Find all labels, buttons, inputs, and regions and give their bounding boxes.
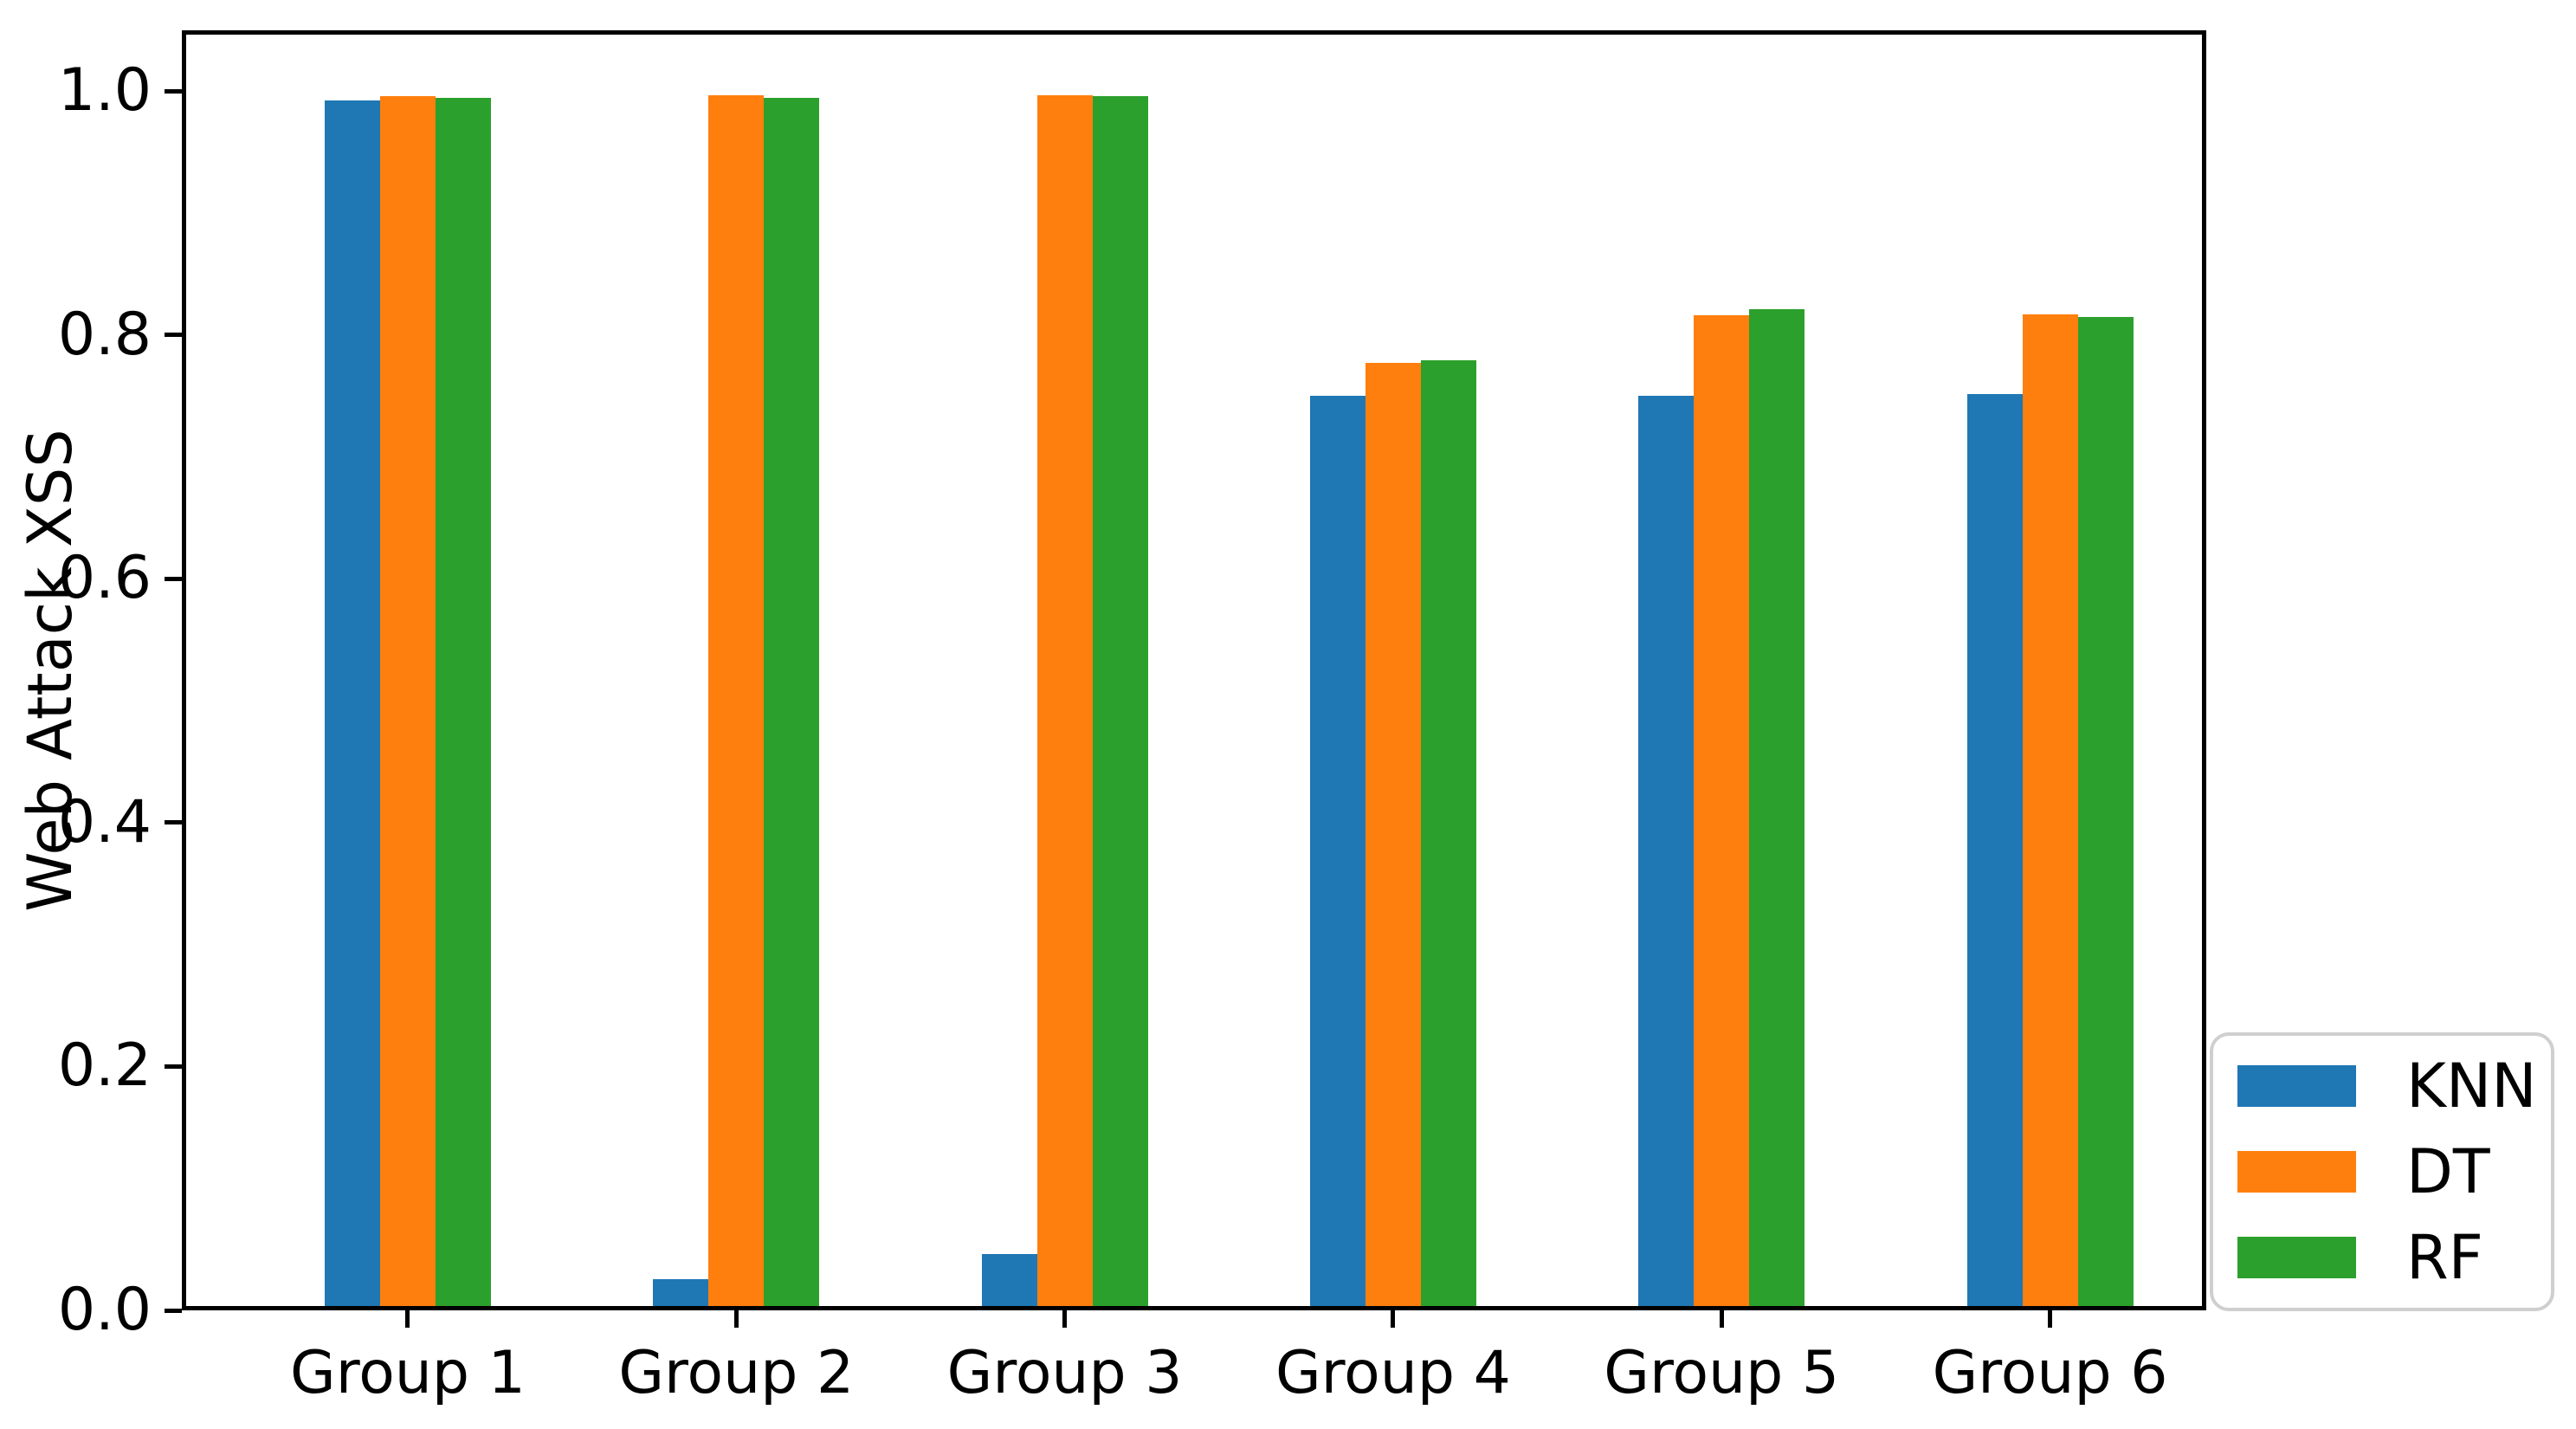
bar-rf-group-5 [1749, 309, 1805, 1306]
y-tick-label: 0.6 [57, 544, 152, 613]
legend-item-dt: DT [2237, 1141, 2542, 1202]
bar-knn-group-5 [1638, 395, 1695, 1306]
x-tick-mark [2048, 1310, 2053, 1328]
x-tick-label-group-6: Group 6 [1932, 1339, 2168, 1407]
x-tick-mark [1391, 1310, 1396, 1328]
bar-knn-group-1 [324, 100, 380, 1306]
x-tick-mark [405, 1310, 410, 1328]
bar-rf-group-4 [1420, 360, 1476, 1306]
legend-swatch-dt [2237, 1150, 2356, 1193]
bar-knn-group-4 [1309, 395, 1365, 1306]
bar-dt-group-4 [1365, 362, 1421, 1306]
plot-area [182, 30, 2206, 1310]
legend-item-knn: KNN [2237, 1056, 2542, 1116]
x-tick-mark [733, 1310, 739, 1328]
bar-dt-group-1 [379, 96, 436, 1306]
bar-knn-group-3 [981, 1253, 1037, 1306]
legend-label-dt: DT [2406, 1135, 2490, 1207]
legend-item-rf: RF [2237, 1227, 2542, 1288]
y-tick-mark [165, 1308, 182, 1313]
bar-knn-group-6 [1966, 394, 2023, 1306]
x-tick-label-group-4: Group 4 [1275, 1339, 1511, 1407]
bar-rf-group-6 [2077, 316, 2134, 1306]
x-tick-label-group-3: Group 3 [946, 1339, 1183, 1407]
y-tick-label: 1.0 [57, 56, 152, 126]
y-tick-mark [165, 576, 182, 581]
bar-knn-group-2 [653, 1279, 709, 1306]
y-axis-title: Web Attack XSS [15, 429, 86, 912]
bar-rf-group-3 [1092, 96, 1148, 1306]
y-tick-mark [165, 820, 182, 825]
y-tick-label: 0.2 [57, 1031, 152, 1101]
y-tick-mark [165, 333, 182, 338]
legend-swatch-rf [2237, 1237, 2356, 1279]
y-tick-label: 0.8 [57, 300, 152, 369]
bar-dt-group-3 [1036, 94, 1093, 1306]
y-tick-label: 0.0 [57, 1276, 152, 1344]
x-tick-mark [1719, 1310, 1724, 1328]
x-tick-label-group-5: Group 5 [1604, 1339, 1840, 1407]
legend-swatch-knn [2237, 1064, 2356, 1107]
bar-rf-group-1 [435, 97, 491, 1306]
y-tick-label: 0.4 [57, 787, 152, 857]
legend-label-knn: KNN [2406, 1050, 2537, 1122]
legend-label-rf: RF [2406, 1222, 2483, 1294]
bar-dt-group-6 [2022, 314, 2078, 1306]
bar-dt-group-5 [1694, 315, 1750, 1306]
x-tick-label-group-2: Group 2 [618, 1339, 855, 1407]
y-tick-mark [165, 88, 182, 94]
legend: KNN DT RF [2210, 1032, 2554, 1311]
x-tick-label-group-1: Group 1 [290, 1339, 526, 1407]
x-tick-mark [1062, 1310, 1068, 1328]
bar-dt-group-2 [708, 94, 765, 1306]
bar-rf-group-2 [764, 97, 820, 1306]
y-tick-mark [165, 1064, 182, 1069]
